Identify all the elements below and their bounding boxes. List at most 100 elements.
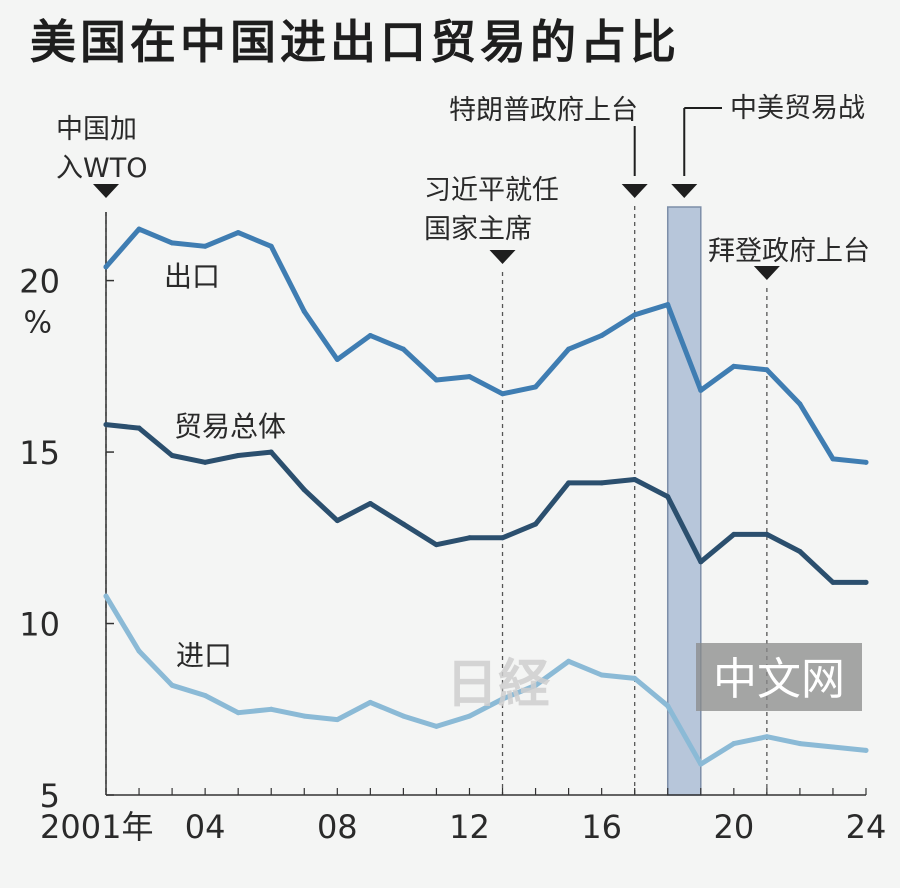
data-point [500,391,506,397]
x-tick-label: 04 [185,808,226,846]
data-point [103,264,109,270]
data-point [433,377,439,383]
data-point [202,693,208,699]
x-tick-label: 24 [846,808,887,846]
data-point [665,703,671,709]
data-point [433,723,439,729]
data-point [202,459,208,465]
data-point [632,476,638,482]
series-line-1 [103,226,869,465]
event-label: 国家主席 [424,214,532,245]
watermark-box [696,643,862,711]
data-point [698,559,704,565]
data-point [169,682,175,688]
data-point [764,531,770,537]
data-point [334,356,340,362]
data-point [863,459,869,465]
y-tick-label: 10 [19,606,60,644]
data-point [169,240,175,246]
trade-war-band [666,206,702,796]
series-label: 出口 [164,260,220,293]
data-point [466,535,472,541]
data-point [797,401,803,407]
data-point [731,531,737,537]
data-point [863,747,869,753]
data-point [103,422,109,428]
data-point [466,374,472,380]
data-point [367,332,373,338]
series-line-3 [103,593,869,767]
x-tick-label: 20 [713,808,754,846]
data-point [665,302,671,308]
data-point [632,675,638,681]
y-tick-label: 5 [40,777,60,815]
data-point [599,480,605,486]
data-point [566,480,572,486]
data-point [500,696,506,702]
data-point [268,449,274,455]
y-tick-label: 15 [19,434,60,472]
data-point [268,706,274,712]
x-tick-label: 08 [317,808,358,846]
data-point [665,494,671,500]
trade-war-label: 中美贸易战 [730,93,865,124]
data-point [367,699,373,705]
series-label: 进口 [176,639,232,672]
data-point [500,535,506,541]
x-tick-label: 12 [449,808,490,846]
data-point [103,593,109,599]
event-marker-icon [93,184,119,198]
data-point [433,542,439,548]
data-point [764,734,770,740]
data-point [830,579,836,585]
watermark-logo: 日経 [446,654,551,715]
event-marker-icon [489,250,516,264]
data-point [764,367,770,373]
data-point [202,243,208,249]
series-line-2 [103,422,869,585]
data-point [268,243,274,249]
chart-title: 美国在中国进出口贸易的占比 [30,15,680,69]
data-point [599,672,605,678]
data-point [698,387,704,393]
data-point [235,230,241,236]
data-point [301,308,307,314]
data-point [301,713,307,719]
y-tick-label: 20 [19,263,60,301]
data-point [566,346,572,352]
data-point [169,452,175,458]
data-point [698,761,704,767]
data-point [235,710,241,716]
event-label: 中国加 [56,114,137,145]
data-point [533,682,539,688]
data-point [367,501,373,506]
event-label: 特朗普政府上台 [449,95,638,126]
data-point [136,648,142,654]
data-point [830,744,836,750]
event-label: 习近平就任 [424,175,559,206]
data-point [400,713,406,719]
watermark: 日経 中文网 [446,643,862,715]
event-marker-icon [621,184,648,198]
data-point [334,518,340,524]
data-point [400,346,406,352]
data-point [731,363,737,369]
data-point [533,521,539,527]
event-marker-icon [753,266,780,280]
data-point [301,487,307,493]
data-point [632,312,638,318]
x-tick-label: 2001年 [40,808,153,846]
series-label: 贸易总体 [174,410,286,443]
event-label: 入WTO [56,153,147,184]
data-point [400,521,406,527]
y-unit-label: % [23,306,52,341]
watermark-text: 中文网 [713,654,845,705]
data-point [797,549,803,555]
event-label: 拜登政府上台 [708,236,870,267]
data-point [533,384,539,390]
data-point [599,332,605,338]
data-point [136,226,142,232]
data-point [863,579,869,585]
